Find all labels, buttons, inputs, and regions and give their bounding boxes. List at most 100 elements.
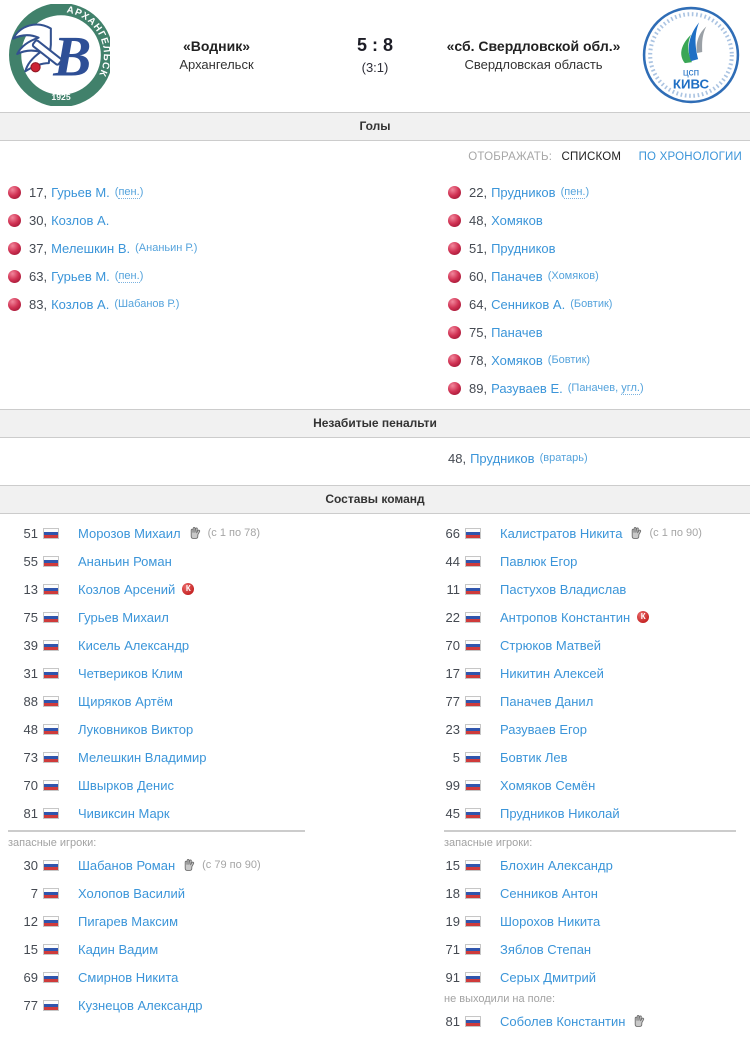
player-name-link[interactable]: Прудников Николай [500, 805, 620, 821]
player-name-link[interactable]: Морозов Михаил [78, 525, 181, 541]
goal-player-link[interactable]: Прудников [491, 184, 556, 200]
player-row: 70 Швырков Денис [16, 771, 375, 799]
player-name-link[interactable]: Шорохов Никита [500, 913, 601, 929]
russia-flag-icon [465, 667, 481, 679]
goal-minute: 89, [469, 380, 488, 396]
display-toggle: ОТОБРАЖАТЬ: СПИСКОМ ПО ХРОНОЛОГИИ [0, 141, 750, 170]
goal-player-link[interactable]: Хомяков [491, 352, 543, 368]
goal-minute: 17, [29, 184, 48, 200]
russia-flag-icon [43, 555, 59, 567]
player-name-link[interactable]: Ананьин Роман [78, 553, 172, 569]
player-name-link[interactable]: Зяблов Степан [500, 941, 592, 957]
player-name-link[interactable]: Серых Дмитрий [500, 969, 597, 985]
player-number: 17 [445, 665, 460, 681]
goal-player-link[interactable]: Паначев [491, 268, 543, 284]
player-number: 71 [445, 941, 460, 957]
player-number: 73 [23, 749, 38, 765]
goal-row: 89, Разуваев Е. (Паначев, угл.) [448, 374, 750, 402]
player-name-link[interactable]: Чивиксин Марк [78, 805, 170, 821]
goal-minute: 64, [469, 296, 488, 312]
goal-player-link[interactable]: Мелешкин В. [51, 240, 131, 256]
player-name-link[interactable]: Соболев Константин [500, 1013, 626, 1029]
goal-ball-icon [8, 297, 21, 311]
player-name-link[interactable]: Хомяков Семён [500, 777, 596, 793]
player-name-link[interactable]: Кисель Александр [78, 637, 190, 653]
russia-flag-icon [43, 527, 59, 539]
goal-ball-icon [8, 185, 21, 199]
player-number: 77 [23, 997, 38, 1013]
goal-player-link[interactable]: Сенников А. [491, 296, 566, 312]
player-name-link[interactable]: Кузнецов Александр [78, 997, 203, 1013]
player-name-link[interactable]: Никитин Алексей [500, 665, 604, 681]
player-name-link[interactable]: Стрюков Матвей [500, 637, 602, 653]
match-score: 5 : 8 [356, 35, 394, 55]
player-name-link[interactable]: Блохин Александр [500, 857, 613, 873]
goal-ball-icon [8, 213, 21, 227]
roster-home: 51 Морозов Михаил (с 1 по 78) 55 Ананьин… [0, 519, 375, 1019]
player-row: 66 Калистратов Никита (с 1 по 90) [438, 519, 750, 547]
player-number: 51 [23, 525, 38, 541]
player-name-link[interactable]: Пастухов Владислав [500, 581, 627, 597]
goal-minute: 60, [469, 268, 488, 284]
player-name-link[interactable]: Четвериков Клим [78, 665, 183, 681]
home-team-name: «Водник» [182, 38, 250, 54]
goal-player-link[interactable]: Козлов А. [51, 296, 110, 312]
player-name-link[interactable]: Сенников Антон [500, 885, 598, 901]
player-name-link[interactable]: Козлов Арсений [78, 581, 176, 597]
russia-flag-icon [43, 639, 59, 651]
goal-player-link[interactable]: Гурьев М. [51, 184, 110, 200]
player-name-link[interactable]: Антропов Константин [500, 609, 631, 625]
goal-minute: 78, [469, 352, 488, 368]
player-row: 69 Смирнов Никита [16, 963, 375, 991]
player-row: 91 Серых Дмитрий [438, 963, 750, 991]
player-name-link[interactable]: Шабанов Роман [78, 857, 176, 873]
russia-flag-icon [43, 971, 59, 983]
player-name-link[interactable]: Павлюк Егор [500, 553, 578, 569]
missed-penalties-section: 48, Прудников (вратарь) [0, 438, 750, 472]
player-name-link[interactable]: Мелешкин Владимир [78, 749, 207, 765]
player-name-link[interactable]: Щиряков Артём [78, 693, 173, 709]
player-row: 19 Шорохов Никита [438, 907, 750, 935]
goal-row: 30, Козлов А. [8, 206, 375, 234]
goal-player-link[interactable]: Гурьев М. [51, 268, 110, 284]
goal-minute: 37, [29, 240, 48, 256]
russia-flag-icon [465, 527, 481, 539]
player-name-link[interactable]: Кадин Вадим [78, 941, 159, 957]
russia-flag-icon [43, 695, 59, 707]
toggle-option-list[interactable]: СПИСКОМ [561, 151, 622, 163]
player-name-link[interactable]: Швырков Денис [78, 777, 174, 793]
goal-note: (пен.) [560, 186, 590, 199]
player-row: 13 Козлов Арсений К [16, 575, 375, 603]
goal-player-link[interactable]: Паначев [491, 324, 543, 340]
russia-flag-icon [43, 723, 59, 735]
goal-ball-icon [448, 297, 461, 311]
goal-player-link[interactable]: Разуваев Е. [491, 380, 563, 396]
player-name-link[interactable]: Пигарев Максим [78, 913, 179, 929]
russia-flag-icon [43, 611, 59, 623]
penalty-player-link[interactable]: Прудников [470, 450, 535, 466]
player-number: 31 [23, 665, 38, 681]
player-name-link[interactable]: Луковников Виктор [78, 721, 194, 737]
goal-row: 22, Прудников (пен.) [448, 178, 750, 206]
goal-ball-icon [448, 353, 461, 367]
player-name-link[interactable]: Гурьев Михаил [78, 609, 169, 625]
russia-flag-icon [43, 943, 59, 955]
toggle-option-chronology[interactable]: ПО ХРОНОЛОГИИ [638, 151, 742, 163]
player-name-link[interactable]: Холопов Василий [78, 885, 185, 901]
russia-flag-icon [465, 943, 481, 955]
player-name-link[interactable]: Паначев Данил [500, 693, 594, 709]
player-number: 75 [23, 609, 38, 625]
goal-player-link[interactable]: Козлов А. [51, 212, 110, 228]
goal-row: 51, Прудников [448, 234, 750, 262]
russia-flag-icon [465, 751, 481, 763]
captain-badge: К [637, 611, 650, 623]
russia-flag-icon [43, 583, 59, 595]
player-name-link[interactable]: Бовтик Лев [500, 749, 568, 765]
goal-player-link[interactable]: Хомяков [491, 212, 543, 228]
player-name-link[interactable]: Разуваев Егор [500, 721, 587, 737]
player-name-link[interactable]: Смирнов Никита [78, 969, 179, 985]
goal-player-link[interactable]: Прудников [491, 240, 556, 256]
player-number: 5 [452, 749, 460, 765]
player-name-link[interactable]: Калистратов Никита [500, 525, 623, 541]
goal-minute: 75, [469, 324, 488, 340]
